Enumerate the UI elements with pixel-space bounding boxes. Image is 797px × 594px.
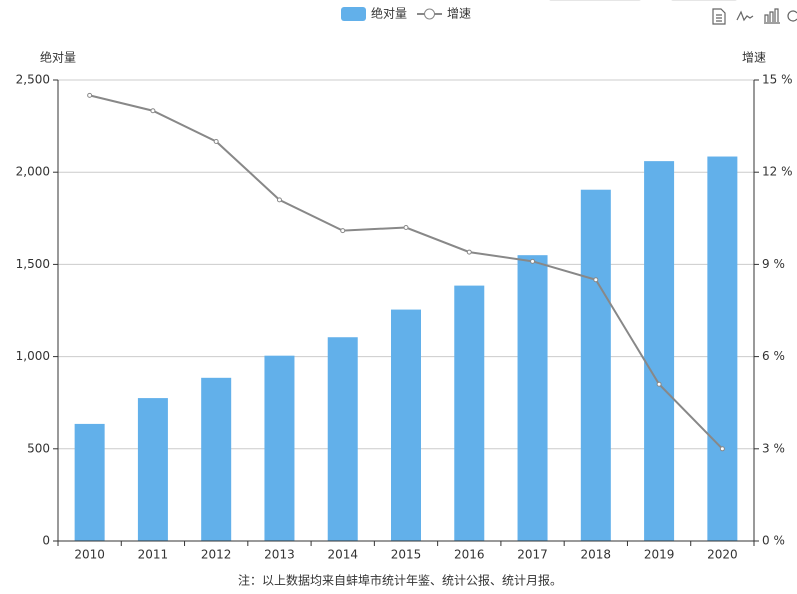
y-axis-title: 绝对量 <box>40 50 76 65</box>
y-tick-label: 500 <box>27 441 50 455</box>
line-point <box>466 249 472 255</box>
x-tick-label: 2018 <box>581 548 612 562</box>
line-point <box>719 446 725 452</box>
line-switch-button[interactable] <box>736 10 754 22</box>
bar <box>707 156 738 541</box>
line-point <box>150 108 156 114</box>
y-tick-label: 1,000 <box>16 349 50 363</box>
toolbox <box>712 8 797 25</box>
x-tick-label: 2013 <box>264 548 295 562</box>
y2-tick-label: 15 % <box>762 73 793 87</box>
bar <box>201 377 232 541</box>
line-point <box>213 138 219 144</box>
x-tick-label: 2014 <box>327 548 358 562</box>
line-point <box>87 92 93 98</box>
legend-label[interactable]: 绝对量 <box>371 6 407 21</box>
x-tick-label: 2012 <box>201 548 232 562</box>
bar <box>644 161 675 542</box>
y-tick-label: 0 <box>42 534 50 548</box>
bar <box>454 285 485 541</box>
restore-button[interactable] <box>787 10 797 22</box>
x-tick-label: 2010 <box>74 548 105 562</box>
x-tick-label: 2017 <box>517 548 548 562</box>
data-view-button[interactable] <box>712 8 726 25</box>
bar <box>137 398 168 541</box>
x-tick-label: 2015 <box>391 548 422 562</box>
legend-icon <box>341 7 366 21</box>
line-point <box>403 225 409 231</box>
bar <box>580 189 611 541</box>
x-tick-label: 2019 <box>644 548 675 562</box>
footnote: 注：以上数据均来自蚌埠市统计年鉴、统计公报、统计月报。 <box>238 573 562 588</box>
bar <box>264 355 295 541</box>
legend-icon <box>424 8 436 20</box>
y2-tick-label: 3 % <box>762 441 785 455</box>
legend-label[interactable]: 增速 <box>447 7 471 21</box>
bar-switch-button[interactable] <box>764 8 780 24</box>
bar <box>391 309 421 541</box>
line-point <box>276 197 282 203</box>
x-tick-label: 2020 <box>707 548 738 562</box>
y2-axis-title: 增速 <box>742 51 766 65</box>
bar <box>327 337 358 541</box>
bar <box>74 423 105 541</box>
x-tick-label: 2016 <box>454 548 485 562</box>
line-point <box>593 277 599 283</box>
line-point <box>656 381 662 387</box>
y-tick-label: 2,500 <box>16 73 50 87</box>
bar <box>517 255 548 541</box>
line-point <box>340 228 346 234</box>
y2-tick-label: 9 % <box>762 257 785 271</box>
y-tick-label: 1,500 <box>16 257 50 271</box>
y-tick-label: 2,000 <box>16 165 50 179</box>
x-tick-label: 2011 <box>138 548 169 562</box>
y2-tick-label: 0 % <box>762 534 785 548</box>
line-point <box>530 258 536 264</box>
y2-tick-label: 6 % <box>762 349 785 363</box>
y2-tick-label: 12 % <box>762 165 793 179</box>
